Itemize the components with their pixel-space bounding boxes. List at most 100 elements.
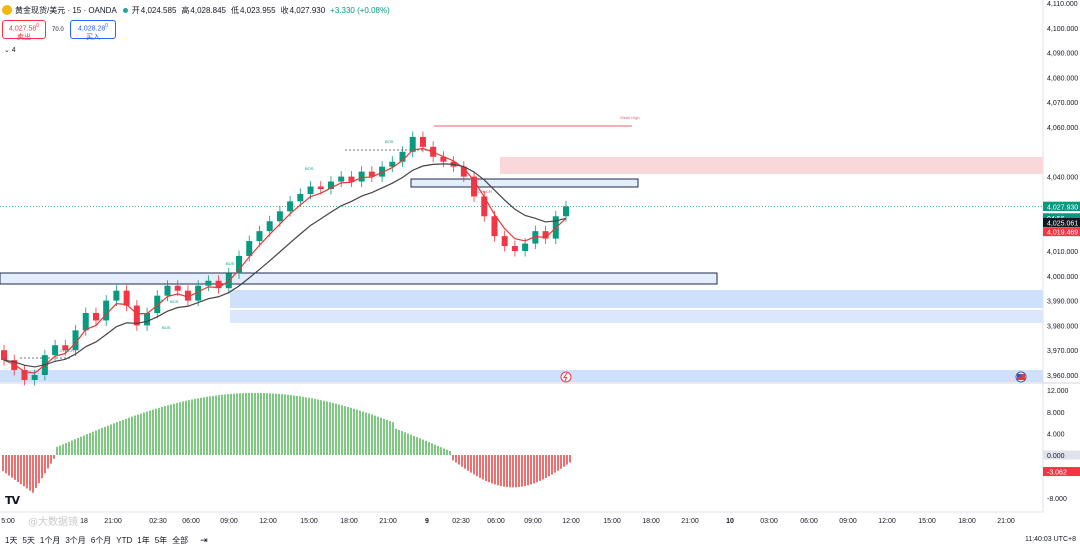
osc-bar [431,443,433,455]
osc-bar [563,455,565,467]
sell-price: 4,027.58 [8,25,37,33]
candle [501,236,508,247]
time-axis[interactable]: 5:00 18 21:00 02:30 06:00 09:00 12:00 15:00 18:0… [1,518,1015,525]
osc-bar [92,431,94,455]
candle [52,345,59,356]
lightning-event-glyph [563,372,568,382]
osc-bar [215,395,217,455]
osc-bar [47,455,49,469]
osc-bar [302,396,304,455]
indicator-toggle[interactable]: ⌄ 4 [4,47,16,54]
osc-bar [410,434,412,455]
time-tick: 21:00 [997,518,1015,525]
osc-bar [227,394,229,455]
annotation-label: BOS [226,261,235,266]
price-tick: 4,000.000 [1047,274,1078,281]
osc-bar [254,392,256,455]
buy-price-sup: 0 [105,23,109,29]
sell-button[interactable]: 4,027.580 卖出 [2,20,46,41]
price-tick: 3,970.000 [1047,348,1078,355]
time-tick: 09:00 [524,518,542,525]
range-ytd[interactable]: YTD [116,536,133,545]
osc-bar [497,455,499,486]
range-all[interactable]: 全部 [172,536,189,545]
osc-bar [344,406,346,455]
osc-bar [173,403,175,455]
buy-price: 4,028.28 [77,25,106,33]
osc-bar [203,397,205,455]
time-tick: 06:00 [182,518,200,525]
osc-bar [14,455,16,480]
candle [276,211,283,222]
range-5y[interactable]: 5年 [154,536,168,545]
osc-bar [164,406,166,455]
osc-bar [44,455,46,474]
osc-bar [293,395,295,455]
osc-bar [356,409,358,455]
zones [0,125,1043,382]
osc-bar [62,444,64,455]
osc-bar [524,455,526,487]
osc-bar [65,443,67,455]
osc-bar [350,407,352,455]
candle [31,375,38,380]
osc-bar [521,455,523,487]
osc-bar [11,455,13,478]
price-tick: 4,060.000 [1047,125,1078,132]
chart-grid [0,0,1080,513]
osc-bar [158,407,160,455]
osc-bar [137,414,139,455]
price-tick: 4,010.000 [1047,249,1078,256]
osc-bar [407,433,409,455]
annotation-label: CHoCH [478,189,492,194]
osc-bar [479,455,481,478]
osc-bar [56,446,58,455]
candle [368,171,375,177]
osc-bar [104,426,106,455]
osc-tag [1043,450,1080,460]
candle [21,370,28,380]
price-tick: 4,110.000 [1047,1,1078,8]
osc-bar [245,393,247,455]
range-1y[interactable]: 1年 [137,536,150,545]
osc-bar [257,392,259,455]
osc-bar [140,413,142,455]
time-tick: 18:00 [642,518,660,525]
osc-bar [236,393,238,455]
range-5d[interactable]: 5天 [22,536,35,545]
clock[interactable]: 11:40:03 UTC+8 [1024,536,1076,543]
tradingview-logo[interactable]: TV [5,494,20,507]
range-3m[interactable]: 3个月 [65,536,86,545]
osc-bar [119,421,121,455]
high-value: 4,028.845 [190,5,226,15]
time-tick: 18:00 [958,518,976,525]
symbol-title[interactable]: 黄金现货/美元 · 15 · OANDA [15,5,117,15]
candle [184,290,191,301]
calendar-goto-icon[interactable]: ⇥ [200,535,208,545]
osc-bar [95,430,97,455]
osc-bar [467,455,469,471]
osc-bar [113,423,115,455]
candle [348,176,355,182]
osc-tick: 4.000 [1047,431,1065,438]
range-1d[interactable]: 1天 [5,536,18,545]
time-tick: 5:00 [1,518,15,525]
osc-bar [332,402,334,455]
market-open-dot-icon [122,7,128,13]
ema-slow-line [3,163,567,368]
candle [460,166,467,177]
range-6m[interactable]: 6个月 [90,536,112,545]
osc-bar [449,451,451,455]
osc-bar [38,455,40,484]
candle [103,300,110,321]
buy-button[interactable]: 4,028.280 买入 [70,20,116,41]
range-1m[interactable]: 1个月 [39,536,61,545]
candle [246,241,253,256]
osc-bar [35,455,37,488]
osc-bar [107,425,109,455]
price-axis[interactable]: 4,110.000 4,100.000 4,090.000 4,080.000 4,07… [1043,1,1080,503]
osc-bar [401,431,403,455]
candle [522,243,529,251]
osc-bar [512,455,514,488]
